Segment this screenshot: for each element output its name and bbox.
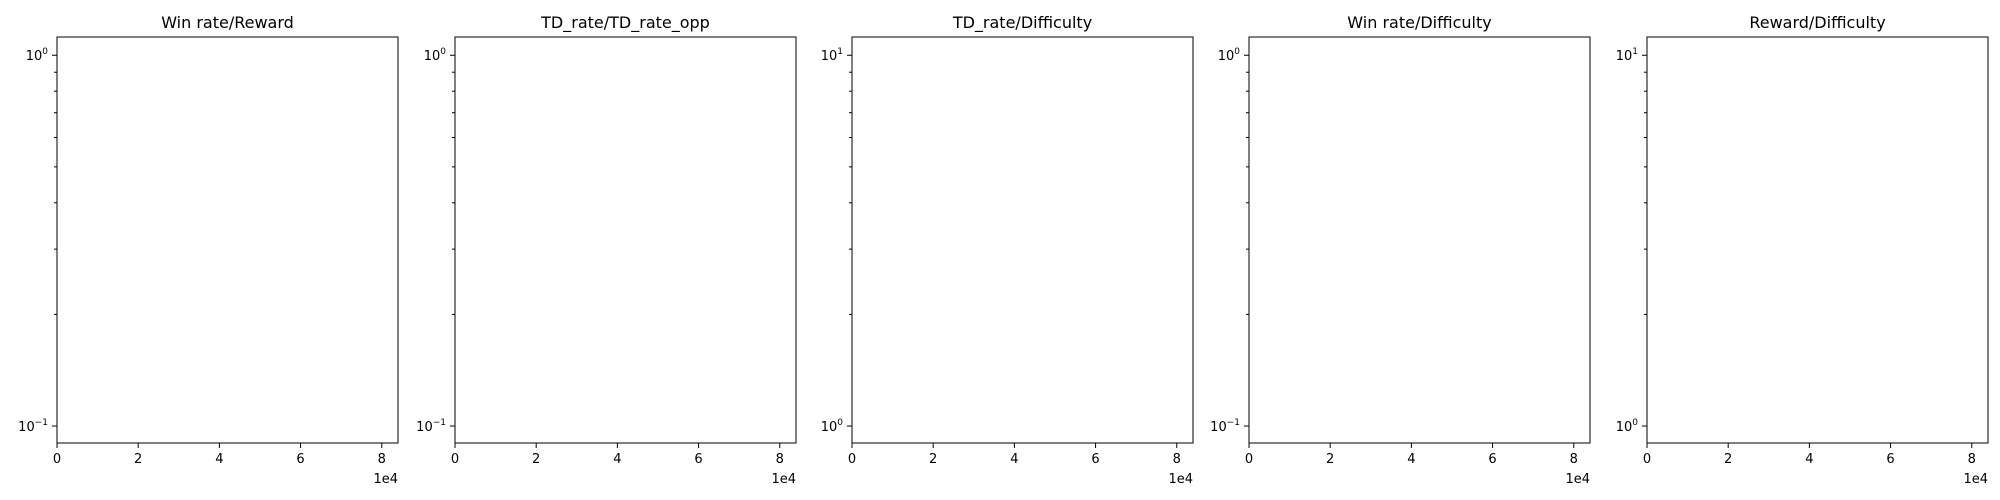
- x-tick-label: 0: [1245, 452, 1253, 467]
- x-tick-label: 8: [1968, 452, 1976, 467]
- chart-title: Reward/Difficulty: [1749, 13, 1885, 32]
- y-tick-base: 10: [821, 49, 838, 64]
- y-tick-exponent: −1: [433, 418, 446, 428]
- y-tick-label: 100: [1218, 47, 1241, 64]
- x-offset-label: 1e4: [1168, 472, 1193, 487]
- x-tick-label: 8: [1173, 452, 1181, 467]
- y-tick-base: 10: [1210, 420, 1227, 435]
- y-tick-base: 10: [18, 420, 35, 435]
- x-tick-label: 6: [1886, 452, 1894, 467]
- x-offset-label: 1e4: [373, 472, 398, 487]
- y-tick-label: 100: [26, 47, 49, 64]
- axes-frame: [56, 36, 399, 444]
- axes-frame: [1248, 36, 1591, 444]
- chart-title: Win rate/Reward: [161, 13, 294, 32]
- y-tick-label: 101: [821, 47, 843, 64]
- x-tick-label: 8: [1570, 452, 1578, 467]
- y-tick-base: 10: [424, 49, 441, 64]
- x-tick-label: 4: [1010, 452, 1018, 467]
- x-tick-label: 2: [929, 452, 937, 467]
- x-offset-label: 1e4: [1565, 472, 1590, 487]
- axes-frame: [454, 36, 797, 444]
- x-offset-label: 1e4: [771, 472, 796, 487]
- x-tick-label: 0: [848, 452, 856, 467]
- y-tick-exponent: 1: [837, 47, 843, 57]
- x-tick-label: 4: [613, 452, 621, 467]
- x-tick-label: 8: [378, 452, 386, 467]
- y-tick-base: 10: [1616, 49, 1633, 64]
- y-tick-exponent: 0: [42, 47, 48, 57]
- x-tick-label: 2: [1326, 452, 1334, 467]
- x-tick-label: 8: [776, 452, 784, 467]
- x-tick-label: 4: [215, 452, 223, 467]
- y-tick-label: 100: [424, 47, 447, 64]
- y-tick-label: 10−1: [1210, 418, 1240, 435]
- axes-frame: [1646, 36, 1989, 444]
- y-tick-label: 10−1: [18, 418, 48, 435]
- chart-title: TD_rate/Difficulty: [952, 13, 1092, 33]
- y-tick-label: 101: [1616, 47, 1638, 64]
- x-tick-label: 0: [451, 452, 459, 467]
- x-tick-label: 6: [694, 452, 702, 467]
- y-tick-label: 100: [1616, 418, 1639, 435]
- x-offset-label: 1e4: [1963, 472, 1988, 487]
- x-tick-label: 6: [1091, 452, 1099, 467]
- axes-frame: [851, 36, 1194, 444]
- y-tick-exponent: 0: [837, 418, 843, 428]
- y-tick-base: 10: [416, 420, 433, 435]
- y-tick-base: 10: [26, 49, 43, 64]
- x-tick-label: 6: [296, 452, 304, 467]
- x-tick-label: 6: [1488, 452, 1496, 467]
- x-tick-label: 2: [134, 452, 142, 467]
- y-tick-label: 10−1: [416, 418, 446, 435]
- x-tick-label: 4: [1407, 452, 1415, 467]
- y-tick-exponent: −1: [1227, 418, 1240, 428]
- chart-title: TD_rate/TD_rate_opp: [540, 13, 710, 33]
- y-tick-exponent: −1: [35, 418, 48, 428]
- x-tick-label: 2: [1724, 452, 1732, 467]
- x-tick-label: 0: [53, 452, 61, 467]
- x-tick-label: 0: [1643, 452, 1651, 467]
- y-tick-label: 100: [821, 418, 844, 435]
- y-tick-exponent: 0: [440, 47, 446, 57]
- y-tick-base: 10: [1218, 49, 1235, 64]
- x-tick-label: 4: [1805, 452, 1813, 467]
- y-tick-base: 10: [821, 420, 838, 435]
- y-tick-exponent: 1: [1632, 47, 1638, 57]
- y-tick-exponent: 0: [1632, 418, 1638, 428]
- y-tick-exponent: 0: [1234, 47, 1240, 57]
- y-tick-base: 10: [1616, 420, 1633, 435]
- chart-title: Win rate/Difficulty: [1347, 13, 1491, 32]
- x-tick-label: 2: [532, 452, 540, 467]
